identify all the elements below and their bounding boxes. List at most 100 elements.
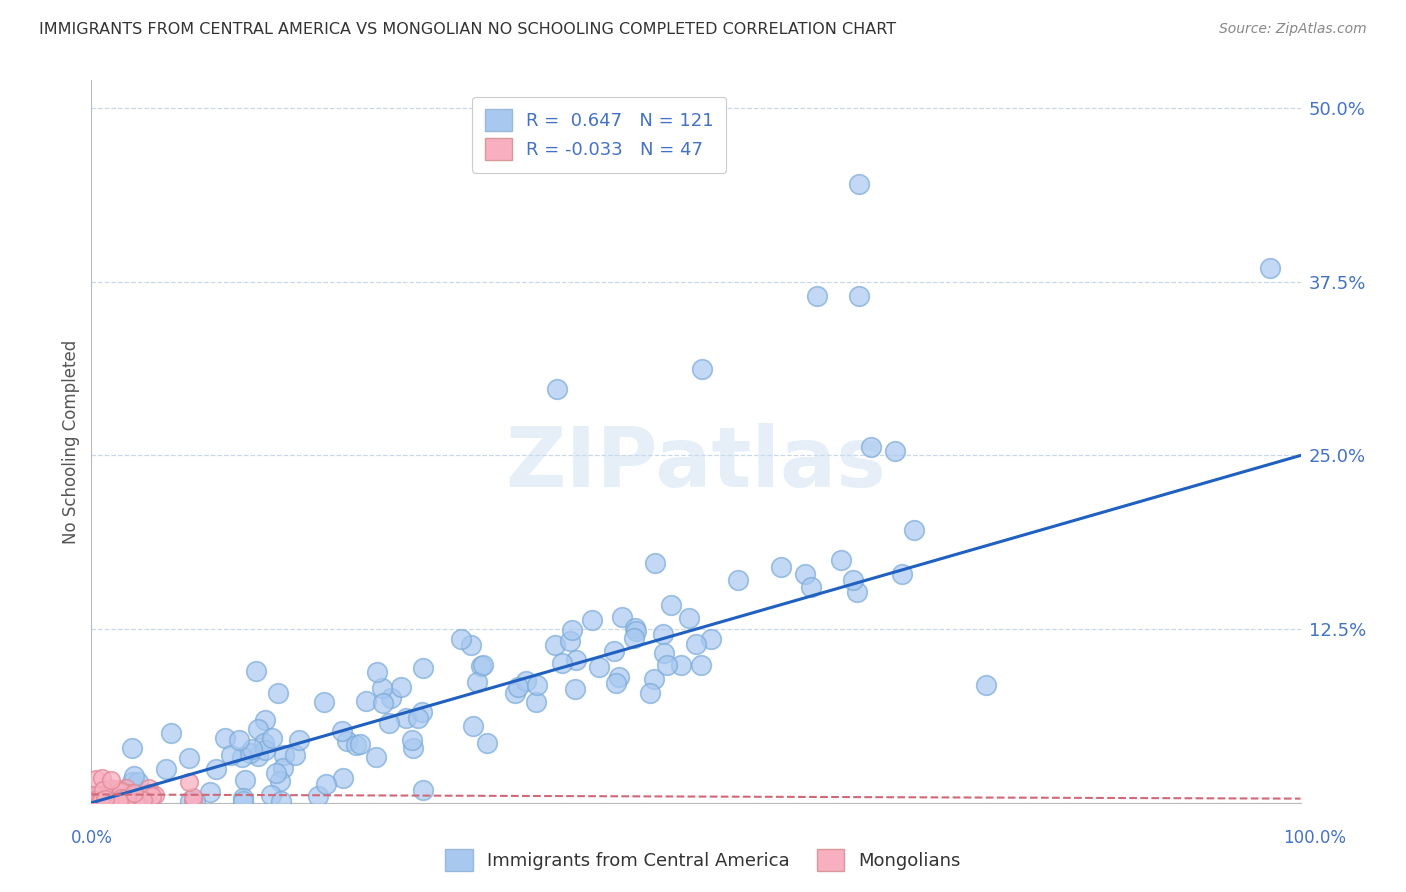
Point bbox=[974, 678, 997, 692]
Point bbox=[412, 661, 434, 675]
Point bbox=[551, 656, 574, 670]
Point bbox=[110, 784, 132, 798]
Point bbox=[472, 657, 495, 672]
Point bbox=[884, 444, 907, 458]
Point bbox=[86, 772, 108, 786]
Point bbox=[389, 680, 412, 694]
Point bbox=[266, 766, 288, 780]
Text: 100.0%: 100.0% bbox=[1284, 829, 1346, 847]
Point bbox=[401, 733, 423, 747]
Point bbox=[526, 678, 548, 692]
Point bbox=[314, 695, 336, 709]
Point bbox=[652, 646, 675, 660]
Point bbox=[267, 686, 290, 700]
Point bbox=[270, 794, 292, 808]
Point bbox=[271, 760, 294, 774]
Text: Source: ZipAtlas.com: Source: ZipAtlas.com bbox=[1219, 22, 1367, 37]
Text: 0.0%: 0.0% bbox=[70, 829, 112, 847]
Point bbox=[114, 793, 136, 807]
Point bbox=[107, 794, 129, 808]
Point bbox=[232, 794, 254, 808]
Text: ZIPatlas: ZIPatlas bbox=[506, 423, 886, 504]
Point bbox=[332, 771, 354, 785]
Point bbox=[515, 673, 537, 688]
Point bbox=[205, 762, 228, 776]
Point bbox=[793, 566, 815, 581]
Point bbox=[141, 789, 163, 804]
Point bbox=[269, 773, 291, 788]
Point bbox=[699, 632, 721, 646]
Point bbox=[588, 660, 610, 674]
Point bbox=[366, 665, 388, 680]
Point bbox=[503, 685, 526, 699]
Point bbox=[91, 793, 114, 807]
Point bbox=[104, 789, 127, 804]
Point bbox=[100, 780, 122, 795]
Point bbox=[110, 790, 132, 805]
Point bbox=[83, 793, 105, 807]
Point bbox=[87, 792, 110, 806]
Point bbox=[246, 749, 269, 764]
Point bbox=[624, 624, 647, 639]
Point bbox=[110, 786, 132, 800]
Point bbox=[659, 599, 682, 613]
Point bbox=[90, 795, 112, 809]
Point bbox=[830, 552, 852, 566]
Point bbox=[273, 748, 295, 763]
Point bbox=[330, 724, 353, 739]
Point bbox=[890, 566, 912, 581]
Text: IMMIGRANTS FROM CENTRAL AMERICA VS MONGOLIAN NO SCHOOLING COMPLETED CORRELATION : IMMIGRANTS FROM CENTRAL AMERICA VS MONGO… bbox=[39, 22, 897, 37]
Point bbox=[124, 795, 146, 809]
Point bbox=[689, 658, 711, 673]
Point bbox=[219, 747, 242, 762]
Point bbox=[253, 735, 276, 749]
Point bbox=[115, 792, 138, 806]
Point bbox=[100, 772, 122, 787]
Point bbox=[246, 722, 269, 736]
Point bbox=[846, 584, 869, 599]
Point bbox=[378, 715, 401, 730]
Point bbox=[181, 790, 204, 805]
Point bbox=[117, 786, 139, 800]
Point bbox=[463, 719, 485, 733]
Point bbox=[638, 686, 661, 700]
Point bbox=[214, 731, 236, 745]
Point bbox=[260, 731, 283, 745]
Point bbox=[83, 789, 105, 803]
Point bbox=[181, 795, 204, 809]
Point bbox=[364, 749, 387, 764]
Point bbox=[179, 751, 201, 765]
Point bbox=[287, 732, 309, 747]
Point bbox=[371, 696, 394, 710]
Point bbox=[470, 659, 492, 673]
Y-axis label: No Schooling Completed: No Schooling Completed bbox=[62, 340, 80, 543]
Point bbox=[179, 794, 201, 808]
Point bbox=[657, 657, 679, 672]
Point bbox=[848, 178, 870, 192]
Point bbox=[644, 556, 666, 570]
Point bbox=[134, 794, 156, 808]
Point bbox=[307, 789, 329, 803]
Point bbox=[120, 794, 142, 808]
Point bbox=[806, 288, 828, 302]
Point bbox=[344, 738, 367, 752]
Point bbox=[558, 633, 581, 648]
Point bbox=[284, 747, 307, 762]
Point bbox=[89, 794, 111, 808]
Point bbox=[411, 705, 433, 719]
Point bbox=[253, 713, 276, 727]
Point bbox=[475, 736, 498, 750]
Point bbox=[111, 794, 134, 808]
Point bbox=[90, 794, 112, 808]
Point bbox=[465, 674, 488, 689]
Point bbox=[349, 737, 371, 751]
Point bbox=[524, 695, 547, 709]
Point bbox=[508, 681, 530, 695]
Point bbox=[652, 627, 675, 641]
Point bbox=[800, 581, 823, 595]
Point bbox=[685, 637, 707, 651]
Point bbox=[115, 780, 138, 795]
Point bbox=[111, 795, 134, 809]
Point bbox=[1260, 260, 1282, 275]
Point bbox=[121, 775, 143, 789]
